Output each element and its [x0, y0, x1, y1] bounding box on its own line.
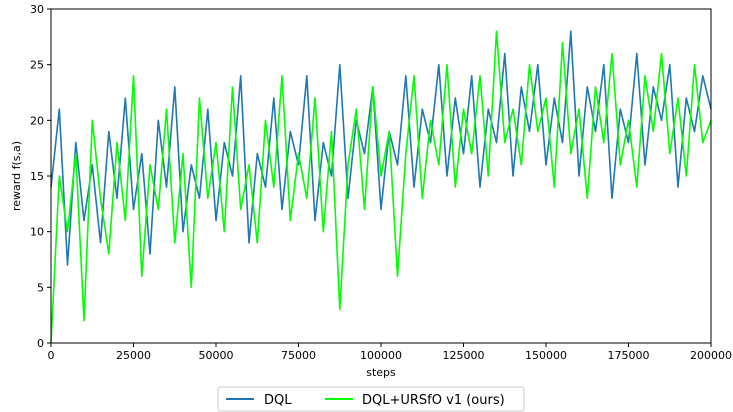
legend-label-dql-ursfo: DQL+URSfO v1 (ours): [362, 393, 505, 408]
y-tick-label: 20: [30, 114, 44, 127]
series-lines: [50, 30, 712, 344]
x-tick-label: 0: [48, 349, 55, 362]
series-line-dql: [50, 30, 712, 266]
y-tick-label: 25: [30, 59, 44, 72]
x-axis-label: steps: [366, 366, 396, 379]
legend-label-dql: DQL: [264, 393, 292, 408]
x-tick-label: 150000: [525, 349, 567, 362]
y-tick-label: 15: [30, 170, 44, 183]
y-axis-label: reward f(s,a): [10, 141, 23, 211]
y-tick-label: 30: [30, 3, 44, 16]
x-axis-ticks: 0 25000 50000 75000 100000 125000 150000 175000…: [48, 343, 732, 362]
y-axis-ticks: 0 5 10 15 20 25 30: [30, 3, 51, 350]
series-line-dql-ursfo: [50, 30, 712, 344]
y-tick-label: 5: [37, 281, 44, 294]
x-tick-label: 125000: [443, 349, 485, 362]
y-tick-label: 10: [30, 226, 44, 239]
x-tick-label: 50000: [199, 349, 234, 362]
x-tick-label: 75000: [281, 349, 316, 362]
y-tick-label: 0: [37, 337, 44, 350]
x-tick-label: 200000: [690, 349, 732, 362]
x-tick-label: 175000: [608, 349, 650, 362]
legend: DQL DQL+URSfO v1 (ours): [217, 386, 525, 412]
legend-box: [217, 386, 525, 412]
x-tick-label: 100000: [360, 349, 402, 362]
x-tick-label: 25000: [116, 349, 151, 362]
